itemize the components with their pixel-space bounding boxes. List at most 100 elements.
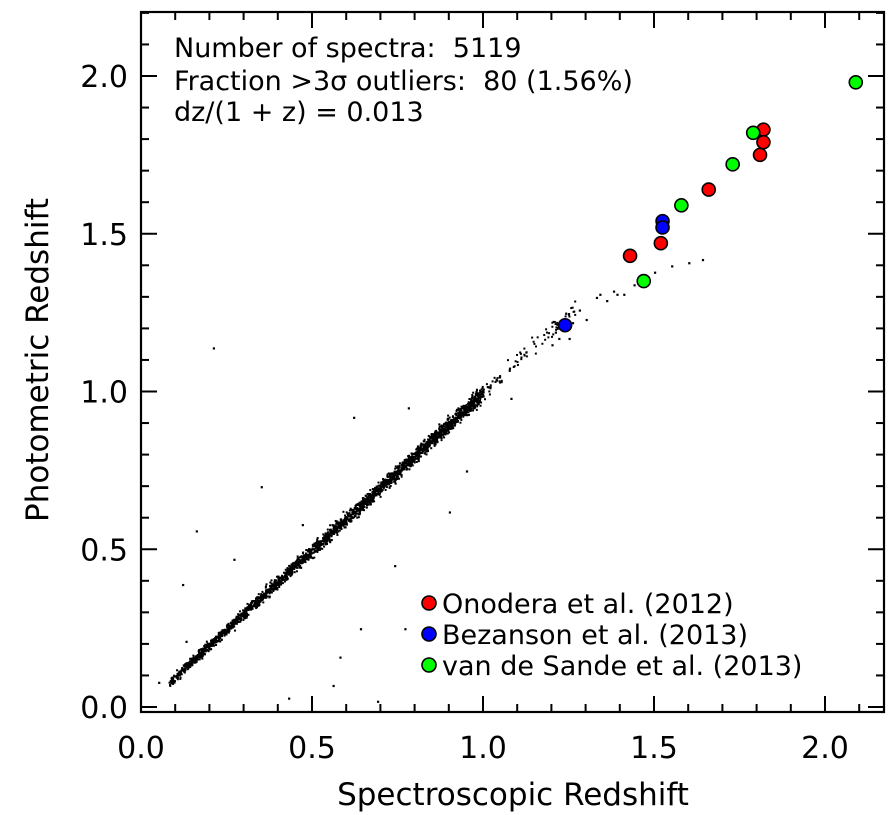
sample-point: [265, 585, 268, 588]
sample-point: [198, 651, 201, 654]
sample-point: [301, 561, 304, 564]
sample-point: [430, 434, 433, 437]
outlier-point: [671, 265, 674, 268]
sample-point: [570, 307, 573, 310]
sample-point: [270, 584, 273, 587]
sample-point: [258, 603, 261, 606]
sample-point: [313, 556, 316, 559]
sample-point: [266, 595, 269, 598]
sample-point: [246, 615, 249, 618]
sample-point: [425, 441, 428, 444]
sample-point: [476, 401, 479, 404]
sample-point: [322, 533, 325, 536]
sample-point: [240, 615, 243, 618]
sample-point: [302, 555, 305, 558]
stat-scatter: dz/(1 + z) = 0.013: [174, 97, 424, 128]
sample-point: [294, 564, 297, 567]
legend-marker-vandesande: [421, 657, 437, 673]
outlier-point: [376, 700, 380, 703]
sample-point: [319, 540, 322, 543]
sample-point: [273, 583, 276, 586]
sample-point: [250, 605, 253, 608]
sample-point: [338, 529, 341, 532]
sample-point: [454, 421, 457, 424]
sample-point: [261, 598, 264, 601]
sample-point: [234, 622, 237, 625]
sample-point: [295, 561, 298, 564]
sample-point: [210, 648, 213, 651]
sample-point: [190, 657, 193, 660]
sample-point: [363, 509, 366, 512]
sample-point: [359, 505, 362, 508]
sample-point: [326, 532, 329, 535]
sample-point: [219, 634, 222, 637]
sample-point: [478, 401, 481, 404]
sample-point: [471, 395, 474, 398]
sample-point: [264, 595, 267, 598]
sample-point: [485, 383, 488, 386]
sample-point: [500, 379, 503, 382]
sample-point: [479, 395, 482, 398]
sample-point: [347, 518, 350, 521]
sample-point: [434, 430, 437, 433]
sample-point: [254, 597, 257, 600]
sample-point: [300, 566, 303, 569]
sample-point: [202, 650, 205, 653]
x-tick-label: 0.5: [288, 731, 336, 766]
sample-point: [359, 502, 362, 505]
sample-point: [442, 423, 445, 426]
sample-point: [476, 405, 479, 408]
sample-point: [232, 621, 235, 624]
sample-point: [348, 512, 351, 515]
sample-point: [187, 667, 190, 670]
sample-point: [371, 488, 374, 491]
sample-point: [447, 425, 450, 428]
x-tick-label: 2.0: [801, 731, 849, 766]
sample-point: [288, 573, 291, 576]
sample-point: [367, 494, 370, 497]
sample-point: [336, 523, 339, 526]
sample-point: [291, 562, 294, 565]
sample-point: [168, 681, 171, 684]
x-tick-label: 1.0: [459, 731, 507, 766]
sample-point: [372, 497, 375, 500]
sample-point: [496, 379, 499, 382]
sample-point: [344, 523, 347, 526]
sample-point: [286, 568, 289, 571]
sample-point: [462, 411, 465, 414]
sample-point: [289, 572, 292, 575]
sample-point: [256, 604, 259, 607]
sample-point: [345, 523, 348, 526]
sample-point: [203, 653, 206, 656]
sample-point: [298, 566, 301, 569]
sample-point: [205, 649, 208, 652]
sample-point: [354, 512, 357, 515]
sample-point: [372, 495, 375, 498]
sample-point: [338, 521, 341, 524]
sample-point: [545, 331, 548, 334]
sample-point: [358, 510, 361, 513]
sample-point: [275, 575, 278, 578]
sample-point: [408, 462, 411, 465]
sample-point: [460, 411, 463, 414]
sample-point: [434, 443, 437, 446]
sample-point: [345, 511, 348, 514]
sample-point: [289, 565, 292, 568]
sample-point: [176, 676, 179, 679]
sample-point: [394, 465, 397, 468]
sample-point: [258, 601, 261, 604]
sample-point: [176, 669, 179, 672]
sample-point: [316, 546, 319, 549]
sample-point: [395, 466, 398, 469]
sample-point: [326, 535, 329, 538]
sample-point: [357, 516, 360, 519]
sample-point: [433, 444, 436, 447]
sample-point: [547, 332, 550, 335]
sample-point: [469, 401, 472, 404]
sample-point: [176, 674, 179, 677]
sample-point: [389, 479, 392, 482]
sample-point: [269, 585, 272, 588]
sample-point: [368, 493, 371, 496]
outlier-point: [353, 416, 356, 419]
sample-point: [449, 427, 452, 430]
